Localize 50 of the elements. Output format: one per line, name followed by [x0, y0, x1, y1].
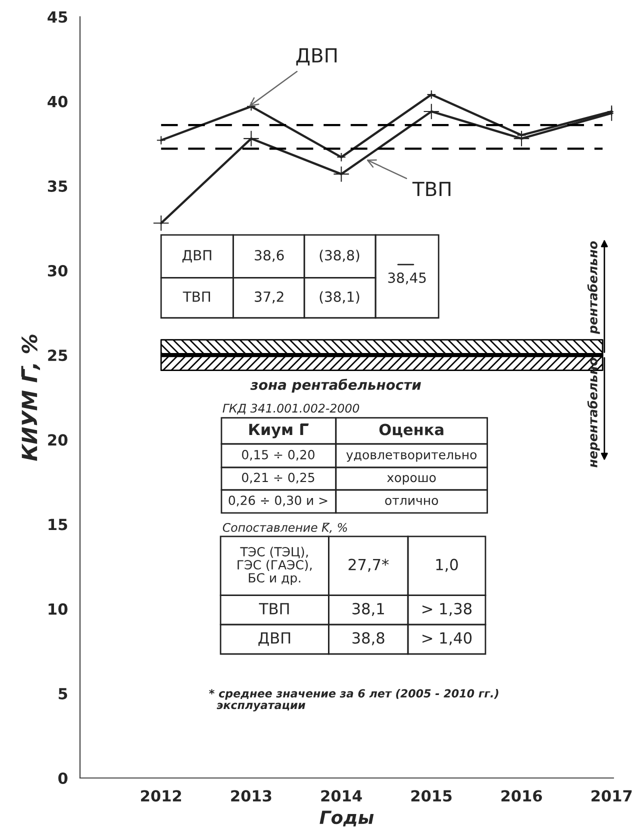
- x-tick-label: 2012: [141, 790, 182, 802]
- annotation: 0,15 ÷ 0,20: [242, 450, 314, 461]
- annotation: рентабельно: [587, 241, 600, 334]
- annotation: нерентабельно: [587, 358, 600, 468]
- annotation: 1,0: [436, 558, 458, 572]
- y-tick-label: 15: [48, 518, 68, 530]
- annotation: 38,1: [352, 602, 384, 616]
- annotation: ДВП: [182, 250, 212, 262]
- x-axis-title: Годы: [320, 810, 374, 826]
- annotation: 38,45: [388, 272, 426, 284]
- annotation: 37,2: [254, 291, 284, 304]
- y-tick-label: 30: [48, 264, 68, 277]
- annotation: ДВП: [258, 632, 290, 646]
- annotation: ГКД 341.001.002-2000: [222, 404, 360, 414]
- y-tick-label: 40: [48, 96, 68, 108]
- annotation: * среднее значение за 6 лет (2005 - 2010 гг.) эксплуатации: [209, 688, 498, 712]
- y-tick-label: 25: [48, 350, 68, 362]
- annotation: > 1,40: [422, 632, 472, 646]
- annotation: Оценка: [379, 424, 444, 438]
- y-tick-label: 10: [48, 603, 68, 615]
- annotation: Киум Г̅: [249, 423, 309, 438]
- y-tick-label: 35: [48, 180, 68, 192]
- annotation: удовлетворительно: [346, 452, 477, 462]
- annotation: 38,8: [352, 632, 384, 646]
- annotation: отлично: [385, 498, 438, 506]
- annotation: > 1,38: [422, 602, 472, 616]
- x-tick-label: 2015: [411, 790, 452, 802]
- x-tick-label: 2014: [321, 790, 362, 802]
- x-tick-label: 2013: [231, 790, 272, 802]
- x-tick-label: 2016: [501, 790, 542, 802]
- text: ТВП: [412, 182, 450, 196]
- text: ДВП: [296, 48, 337, 66]
- annotation: ТВП: [258, 603, 289, 614]
- annotation: ТВП: [182, 292, 210, 302]
- annotation: 27,7*: [348, 558, 389, 572]
- y-tick-label: 0: [58, 772, 68, 784]
- annotation: (38,1): [320, 291, 360, 304]
- y-tick-label: 20: [48, 434, 68, 446]
- y-tick-label: 5: [58, 688, 68, 700]
- y-axis-title: КИУМ Г̅, %: [21, 334, 40, 461]
- y-tick-label: 45: [48, 11, 68, 23]
- annotation: 0,21 ÷ 0,25: [242, 472, 314, 484]
- annotation: 38,6: [254, 250, 284, 262]
- annotation: хорошо: [387, 475, 436, 485]
- annotation: 0,26 ÷ 0,30 и >: [228, 496, 328, 506]
- annotation: (38,8): [320, 250, 360, 262]
- x-tick-label: 2017: [592, 790, 632, 802]
- annotation: ТЭС (ТЭЦ), ГЭС (ГАЭС), БС и др.: [238, 546, 312, 585]
- band-label: зона рентабельности: [250, 378, 421, 393]
- annotation: Сопоставление K̅, %: [222, 522, 347, 534]
